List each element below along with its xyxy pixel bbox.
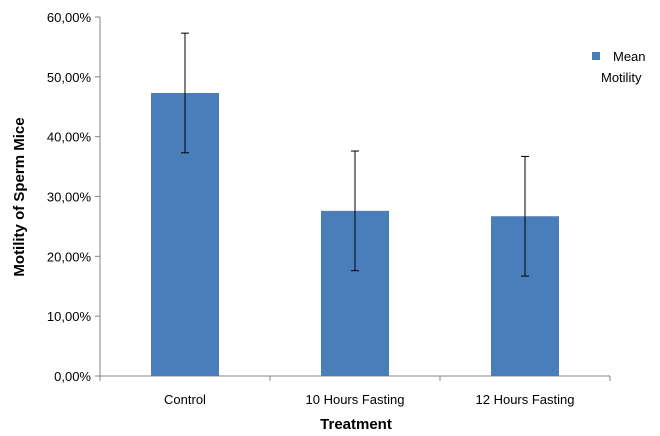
legend-label-line-1: Mean: [613, 49, 646, 64]
x-tick-label: 10 Hours Fasting: [306, 392, 405, 407]
x-tick-label: 12 Hours Fasting: [476, 392, 575, 407]
y-tick-label: 30,00%: [47, 190, 92, 205]
y-tick-label: 0,00%: [54, 369, 91, 384]
y-tick-label: 50,00%: [47, 70, 92, 85]
x-tick-label: Control: [164, 392, 206, 407]
legend: Mean Motility: [592, 49, 646, 85]
y-tick-label: 20,00%: [47, 249, 92, 264]
y-tick-label: 10,00%: [47, 309, 92, 324]
error-bars: [181, 32, 529, 277]
y-tick-label: 60,00%: [47, 10, 92, 25]
y-axis: 0,00% 10,00% 20,00% 30,00% 40,00% 50,00% 60,00…: [47, 10, 101, 384]
x-axis: Control 10 Hours Fasting 12 Hours Fasting: [99, 375, 611, 407]
y-axis-title: Motility of Sperm Mice: [11, 117, 28, 276]
x-axis-title: Treatment: [320, 416, 392, 433]
legend-label-line-2: Motility: [601, 70, 642, 85]
legend-swatch: [592, 52, 600, 60]
y-tick-label: 40,00%: [47, 130, 92, 145]
